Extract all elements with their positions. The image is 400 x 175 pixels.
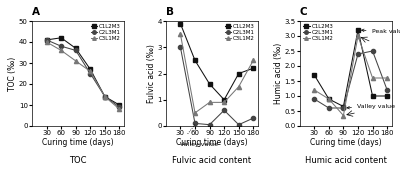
C1L2M3 (236, 72, 241, 75)
Y-axis label: TOC (‰): TOC (‰) (8, 56, 18, 91)
Text: C: C (300, 7, 307, 17)
C2L3M1 (370, 50, 375, 52)
Text: B: B (166, 7, 174, 17)
C2L3M1 (251, 117, 256, 119)
C2L3M1 (222, 109, 226, 111)
C3L1M2 (251, 59, 256, 61)
C1L2M3 (356, 29, 360, 31)
C1L2M3 (326, 98, 331, 100)
Line: C3L1M2: C3L1M2 (44, 40, 122, 111)
C3L1M2 (222, 101, 226, 103)
C3L1M2 (102, 96, 107, 98)
C1L2M3 (192, 59, 197, 61)
Line: C2L3M1: C2L3M1 (44, 38, 122, 109)
Line: C3L1M2: C3L1M2 (178, 32, 255, 115)
Legend: C1L2M3, C2L3M1, C3L1M2: C1L2M3, C2L3M1, C3L1M2 (224, 24, 255, 41)
C3L1M2 (44, 41, 49, 43)
C1L2M3 (207, 83, 212, 85)
C1L2M3 (88, 68, 93, 70)
C3L1M2 (312, 89, 317, 91)
C3L1M2 (117, 108, 122, 110)
C2L3M1 (341, 107, 346, 109)
C2L3M1 (207, 124, 212, 126)
C3L1M2 (341, 114, 346, 117)
Y-axis label: Fulvic acid (‰): Fulvic acid (‰) (147, 44, 156, 103)
C3L1M2 (192, 112, 197, 114)
C2L3M1 (385, 89, 390, 91)
C3L1M2 (385, 77, 390, 79)
Text: Valley value: Valley value (180, 142, 218, 147)
C2L3M1 (44, 39, 49, 41)
C2L3M1 (178, 46, 183, 48)
C3L1M2 (326, 98, 331, 100)
C2L3M1 (59, 45, 64, 47)
C1L2M3 (370, 95, 375, 97)
Title: TOC: TOC (70, 156, 87, 165)
Line: C2L3M1: C2L3M1 (178, 45, 255, 127)
C3L1M2 (88, 70, 93, 72)
X-axis label: Curing time (days): Curing time (days) (42, 138, 114, 146)
C1L2M3 (178, 23, 183, 25)
Line: C1L2M3: C1L2M3 (312, 28, 389, 108)
C1L2M3 (251, 67, 256, 69)
C2L3M1 (236, 124, 241, 126)
C1L2M3 (312, 74, 317, 76)
Legend: C1L2M3, C2L3M1, C3L1M2: C1L2M3, C2L3M1, C3L1M2 (90, 24, 122, 41)
Line: C3L1M2: C3L1M2 (312, 34, 389, 118)
C2L3M1 (326, 107, 331, 109)
C3L1M2 (236, 86, 241, 88)
C1L2M3 (385, 95, 390, 97)
Legend: C1L2M3, C2L3M1, C3L1M2: C1L2M3, C2L3M1, C3L1M2 (302, 24, 334, 41)
X-axis label: Curing time (days): Curing time (days) (310, 138, 382, 146)
C3L1M2 (370, 77, 375, 79)
C1L2M3 (59, 37, 64, 39)
C3L1M2 (207, 101, 212, 103)
Text: Peak value: Peak value (362, 29, 400, 34)
C2L3M1 (117, 106, 122, 108)
Text: Valley value: Valley value (347, 104, 395, 109)
Text: A: A (32, 7, 40, 17)
Line: C2L3M1: C2L3M1 (312, 49, 389, 110)
C1L2M3 (222, 99, 226, 101)
C1L2M3 (73, 47, 78, 49)
C2L3M1 (356, 53, 360, 55)
C3L1M2 (59, 49, 64, 51)
C2L3M1 (102, 96, 107, 98)
Y-axis label: Humic acid (‰): Humic acid (‰) (274, 43, 283, 104)
C2L3M1 (73, 49, 78, 51)
Title: Fulvic acid content: Fulvic acid content (172, 156, 252, 165)
C1L2M3 (341, 106, 346, 108)
Line: C1L2M3: C1L2M3 (44, 36, 122, 107)
C2L3M1 (192, 122, 197, 124)
C3L1M2 (73, 60, 78, 62)
C1L2M3 (44, 39, 49, 41)
C1L2M3 (102, 96, 107, 98)
C2L3M1 (312, 98, 317, 100)
C2L3M1 (88, 72, 93, 75)
Title: Humic acid content: Humic acid content (305, 156, 387, 165)
Line: C1L2M3: C1L2M3 (178, 22, 255, 102)
X-axis label: Curing time (days): Curing time (days) (176, 138, 248, 146)
C3L1M2 (356, 35, 360, 37)
C3L1M2 (178, 33, 183, 35)
C1L2M3 (117, 104, 122, 106)
